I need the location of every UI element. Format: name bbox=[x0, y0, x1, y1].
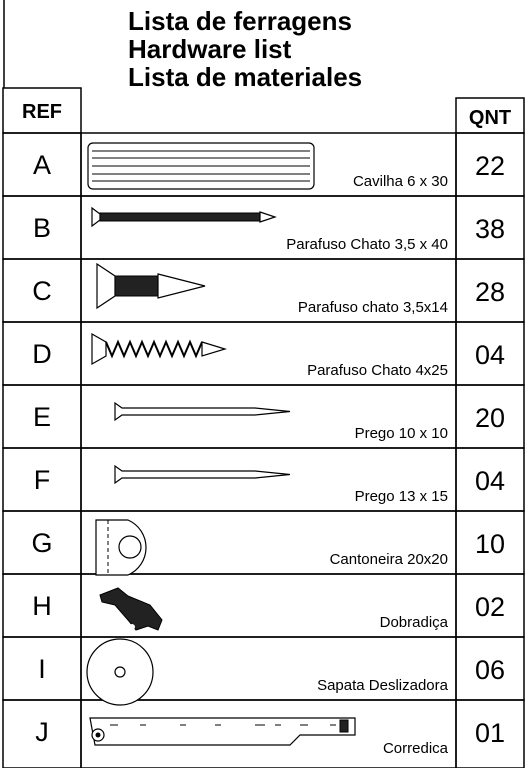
screw-icon bbox=[91, 206, 277, 228]
screw-icon bbox=[96, 262, 206, 310]
quantity: 10 bbox=[475, 529, 505, 559]
hinge-icon bbox=[99, 587, 163, 631]
quantity: 04 bbox=[475, 340, 505, 370]
quantity: 38 bbox=[475, 214, 505, 244]
title-line: Lista de ferragens bbox=[128, 6, 352, 36]
ref-letter: D bbox=[32, 339, 52, 369]
item-description: Dobradiça bbox=[380, 614, 449, 631]
item-description: Parafuso Chato 3,5 x 40 bbox=[286, 236, 448, 253]
pad-icon bbox=[86, 638, 154, 706]
title-line: Hardware list bbox=[128, 34, 292, 64]
title-line: Lista de materiales bbox=[128, 62, 362, 92]
quantity: 28 bbox=[475, 277, 505, 307]
quantity: 06 bbox=[475, 655, 505, 685]
ref-letter: E bbox=[33, 402, 51, 432]
quantity: 01 bbox=[475, 718, 505, 748]
item-description: Prego 10 x 10 bbox=[355, 425, 448, 442]
ref-letter: F bbox=[34, 465, 51, 495]
ref-letter: I bbox=[38, 654, 46, 684]
ref-letter: H bbox=[32, 591, 52, 621]
quantity: 04 bbox=[475, 466, 505, 496]
screw-icon bbox=[91, 332, 228, 366]
nail-icon bbox=[114, 464, 291, 485]
ref-header: REF bbox=[22, 101, 62, 123]
icons bbox=[86, 142, 356, 746]
ref-letter: G bbox=[31, 528, 52, 558]
item-description: Prego 13 x 15 bbox=[355, 488, 448, 505]
nail-icon bbox=[114, 401, 291, 422]
item-description: Cantoneira 20x20 bbox=[330, 551, 448, 568]
item-description: Corredica bbox=[383, 740, 449, 757]
item-description: Sapata Deslizadora bbox=[317, 677, 449, 694]
item-description: Parafuso Chato 4x25 bbox=[307, 362, 448, 379]
bracket-icon bbox=[95, 519, 147, 576]
qnt-cell bbox=[455, 699, 525, 768]
qnt-header: QNT bbox=[469, 107, 511, 129]
ref-letter: B bbox=[33, 213, 51, 243]
dowel-icon bbox=[87, 142, 315, 190]
ref-letter: C bbox=[32, 276, 52, 306]
quantity: 02 bbox=[475, 592, 505, 622]
ref-letter: A bbox=[33, 150, 51, 180]
ref-letter: J bbox=[35, 717, 49, 747]
item-description: Parafuso chato 3,5x14 bbox=[298, 299, 448, 316]
quantity: 20 bbox=[475, 403, 505, 433]
quantity: 22 bbox=[475, 151, 505, 181]
slide-icon bbox=[89, 717, 356, 746]
rows: A Cavilha 6 x 30 22 B Parafuso Chato 3,5 x 4… bbox=[2, 132, 525, 768]
item-description: Cavilha 6 x 30 bbox=[353, 173, 448, 190]
